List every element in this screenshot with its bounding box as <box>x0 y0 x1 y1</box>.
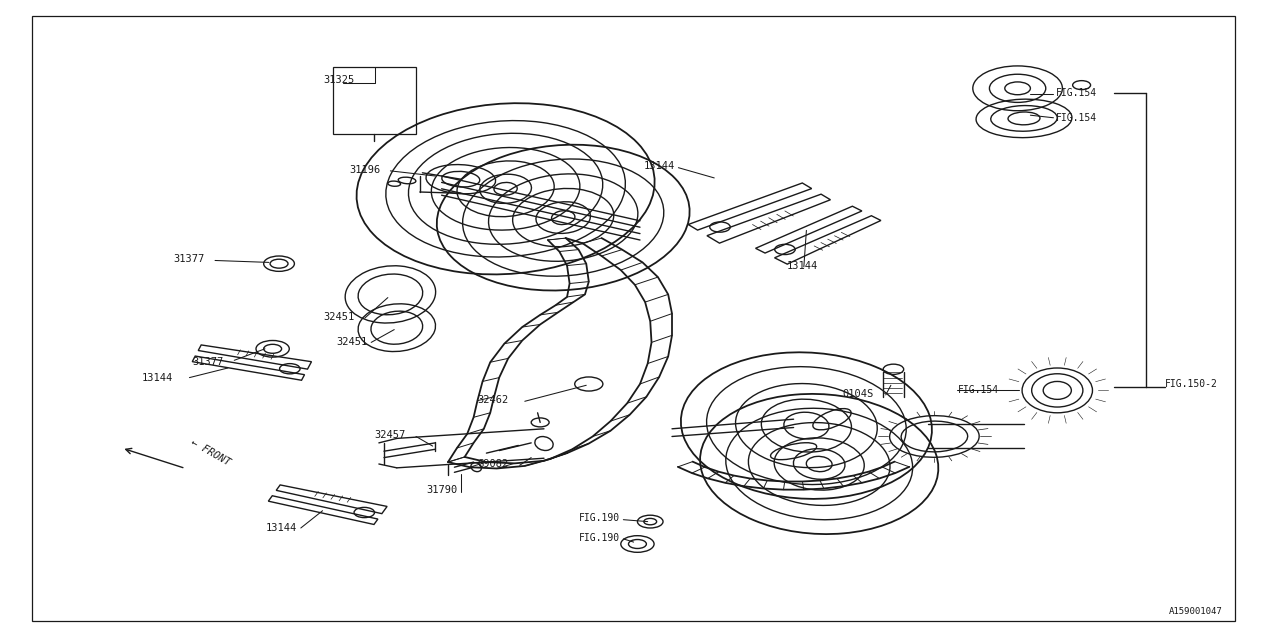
Text: 31377: 31377 <box>193 356 224 367</box>
Text: 32451: 32451 <box>337 337 367 348</box>
Bar <box>333 67 416 134</box>
Text: FIG.154: FIG.154 <box>957 385 998 396</box>
Text: FIG.154: FIG.154 <box>1056 88 1097 98</box>
Text: FIG.190: FIG.190 <box>579 532 620 543</box>
Text: G9082: G9082 <box>477 459 508 469</box>
Text: 0104S: 0104S <box>842 388 873 399</box>
Text: 32462: 32462 <box>477 395 508 405</box>
Text: 31377: 31377 <box>174 254 205 264</box>
Text: 31790: 31790 <box>426 484 457 495</box>
Text: ← FRONT: ← FRONT <box>189 436 233 467</box>
Text: 13144: 13144 <box>142 372 173 383</box>
Text: 13144: 13144 <box>266 523 297 533</box>
Text: 32451: 32451 <box>324 312 355 322</box>
Text: FIG.190: FIG.190 <box>579 513 620 524</box>
Text: FIG.150-2: FIG.150-2 <box>1165 379 1217 389</box>
Text: 13144: 13144 <box>787 260 818 271</box>
Text: 31325: 31325 <box>324 75 355 85</box>
Text: 13144: 13144 <box>644 161 675 172</box>
Text: 32457: 32457 <box>375 430 406 440</box>
Text: FIG.154: FIG.154 <box>1056 113 1097 124</box>
Text: 31196: 31196 <box>349 164 380 175</box>
Text: A159001047: A159001047 <box>1169 607 1222 616</box>
